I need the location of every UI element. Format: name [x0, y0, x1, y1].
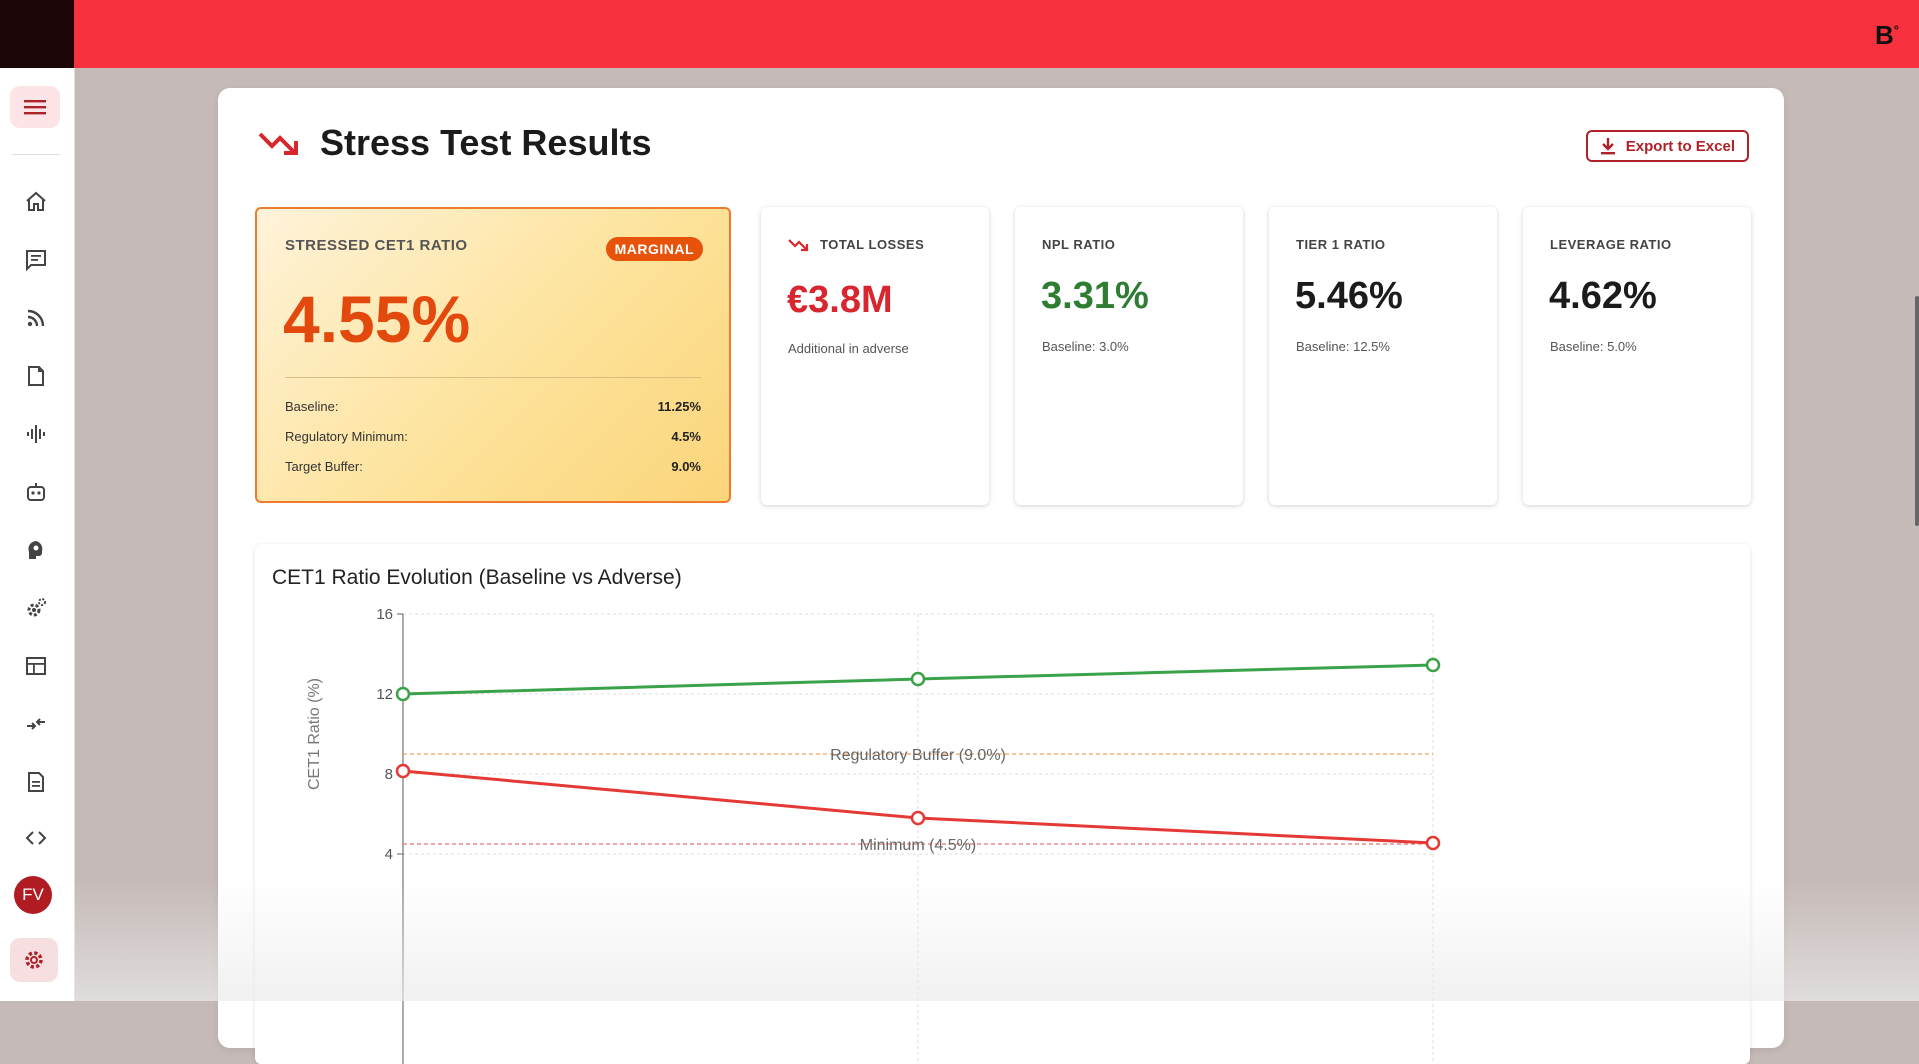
- cet1-chart-card: CET1 Ratio Evolution (Baseline vs Advers…: [255, 544, 1750, 1064]
- settings-button[interactable]: [10, 938, 58, 982]
- y-tick-label: 8: [385, 766, 393, 783]
- sidebar-item-feed[interactable]: [18, 300, 54, 336]
- page-title: Stress Test Results: [320, 122, 652, 163]
- series-point: [1425, 657, 1441, 673]
- hero-label: STRESSED CET1 RATIO: [285, 237, 468, 254]
- sidebar-item-automation[interactable]: [18, 590, 54, 626]
- code-icon: [25, 831, 47, 845]
- top-bar-corner: [0, 0, 74, 68]
- hero-divider: [285, 377, 701, 378]
- download-icon: [1600, 138, 1615, 155]
- leverage-ratio-card: LEVERAGE RATIO 4.62% Baseline: 5.0%: [1523, 207, 1751, 505]
- menu-button[interactable]: [10, 86, 60, 128]
- document-icon: [28, 366, 44, 386]
- top-bar: B°: [0, 0, 1919, 68]
- chat-icon: [26, 250, 46, 272]
- tier1-ratio-value: 5.46%: [1295, 275, 1403, 317]
- total-losses-label: TOTAL LOSSES: [788, 237, 924, 252]
- sidebar-item-chat[interactable]: [18, 242, 54, 278]
- leverage-ratio-label: LEVERAGE RATIO: [1550, 237, 1672, 252]
- npl-ratio-card: NPL RATIO 3.31% Baseline: 3.0%: [1015, 207, 1243, 505]
- page-header: Stress Test Results: [258, 122, 651, 164]
- export-to-excel-button[interactable]: Export to Excel: [1585, 130, 1749, 162]
- waveform-icon: [27, 425, 45, 443]
- robot-icon: [27, 483, 45, 501]
- hero-row-baseline: Baseline: 11.25%: [285, 399, 701, 414]
- total-losses-subtext: Additional in adverse: [788, 341, 909, 356]
- hero-value: 4.55%: [283, 282, 471, 356]
- sidebar-divider: [12, 154, 60, 155]
- sidebar-item-assistant[interactable]: [18, 474, 54, 510]
- status-badge: MARGINAL: [605, 237, 703, 261]
- sidebar-item-home[interactable]: [18, 184, 54, 220]
- tier1-ratio-baseline: Baseline: 12.5%: [1296, 339, 1390, 354]
- leverage-ratio-value: 4.62%: [1549, 275, 1657, 317]
- series-point: [910, 810, 926, 826]
- y-tick-label: 4: [385, 846, 393, 863]
- series-point: [395, 686, 411, 702]
- trending-down-icon: [258, 132, 298, 155]
- npl-ratio-label: NPL RATIO: [1042, 237, 1116, 252]
- y-tick-label: 12: [376, 686, 393, 703]
- sidebar-item-reports[interactable]: [18, 764, 54, 800]
- sidebar-item-documents[interactable]: [18, 358, 54, 394]
- export-button-label: Export to Excel: [1625, 137, 1735, 155]
- reference-line-label: Regulatory Buffer (9.0%): [830, 747, 1006, 764]
- sidebar-item-code[interactable]: [18, 820, 54, 856]
- tier1-ratio-label: TIER 1 RATIO: [1296, 237, 1386, 252]
- series-point: [395, 763, 411, 779]
- npl-ratio-value: 3.31%: [1041, 275, 1149, 317]
- compare-arrows-icon: [27, 718, 45, 730]
- chart-title: CET1 Ratio Evolution (Baseline vs Advers…: [272, 566, 682, 589]
- page-scrollbar[interactable]: [1915, 296, 1919, 526]
- total-losses-value: €3.8M: [787, 279, 893, 321]
- brain-icon: [28, 541, 43, 559]
- menu-icon: [24, 100, 46, 115]
- series-point: [1425, 835, 1441, 851]
- user-avatar[interactable]: FV: [14, 876, 52, 914]
- leverage-ratio-baseline: Baseline: 5.0%: [1550, 339, 1637, 354]
- hero-row-target-buffer: Target Buffer: 9.0%: [285, 459, 701, 474]
- sidebar-item-audio[interactable]: [18, 416, 54, 452]
- tier1-ratio-card: TIER 1 RATIO 5.46% Baseline: 12.5%: [1269, 207, 1497, 505]
- total-losses-card: TOTAL LOSSES €3.8M Additional in adverse: [761, 207, 989, 505]
- sidebar-item-tables[interactable]: [18, 648, 54, 684]
- gears-icon: [27, 598, 46, 617]
- table-icon: [26, 657, 46, 675]
- cet1-line-chart: 4 8 12 16 CET1 Ratio (%) Regulatory Buffer (9…: [306, 606, 1441, 1064]
- npl-ratio-baseline: Baseline: 3.0%: [1042, 339, 1129, 354]
- sidebar: FV: [0, 68, 75, 1001]
- series-point: [910, 671, 926, 687]
- brand-logo[interactable]: B°: [1875, 20, 1899, 50]
- home-icon: [26, 191, 46, 211]
- stressed-cet1-card: STRESSED CET1 RATIO MARGINAL 4.55% Basel…: [255, 207, 731, 503]
- y-tick-label: 16: [376, 606, 393, 623]
- rss-icon: [27, 309, 45, 327]
- sidebar-item-insights[interactable]: [18, 532, 54, 568]
- hero-row-regulatory-minimum: Regulatory Minimum: 4.5%: [285, 429, 701, 444]
- file-icon: [28, 772, 44, 792]
- trending-down-icon: [788, 238, 809, 251]
- sidebar-item-compare[interactable]: [18, 706, 54, 742]
- y-axis-label: CET1 Ratio (%): [306, 678, 323, 790]
- results-panel: Stress Test Results Export to Excel STRE…: [218, 88, 1784, 1064]
- reference-line-label: Minimum (4.5%): [860, 837, 976, 854]
- gear-icon: [25, 951, 43, 969]
